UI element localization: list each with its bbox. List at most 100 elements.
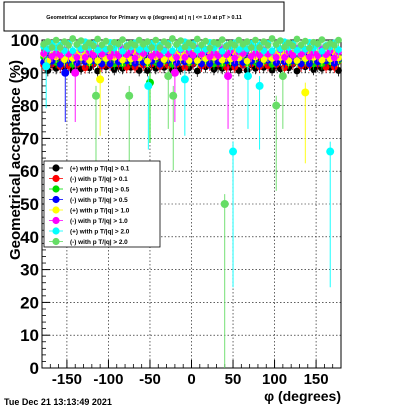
- data-point: [306, 53, 313, 61]
- legend-label: (+) with p T/|q| > 0.5: [70, 187, 130, 194]
- data-point: [218, 47, 226, 55]
- data-point: [125, 91, 134, 100]
- data-point: [164, 72, 173, 81]
- y-tick-label: 60: [20, 162, 39, 181]
- data-point: [156, 44, 164, 51]
- data-point: [180, 75, 189, 84]
- legend-marker: [52, 216, 60, 225]
- data-point: [94, 67, 102, 75]
- data-point: [177, 37, 185, 45]
- data-point: [189, 42, 197, 50]
- y-tick-label: 90: [20, 64, 39, 83]
- data-point: [193, 67, 201, 75]
- data-point: [318, 36, 326, 44]
- legend-label: (-) with p T/|q| > 0.1: [70, 176, 128, 183]
- data-point: [256, 51, 264, 59]
- data-point: [214, 52, 222, 60]
- data-point: [81, 43, 89, 51]
- data-point: [306, 60, 313, 68]
- data-point: [91, 91, 100, 100]
- data-point: [243, 72, 252, 81]
- data-point: [44, 38, 52, 46]
- data-point: [235, 36, 243, 44]
- data-point: [119, 36, 126, 44]
- data-point: [40, 50, 48, 58]
- data-point: [256, 44, 264, 51]
- data-point: [131, 41, 139, 49]
- data-point: [281, 43, 288, 51]
- data-point: [252, 36, 259, 44]
- data-point: [94, 46, 102, 54]
- data-point: [193, 57, 201, 64]
- data-point: [231, 54, 239, 62]
- legend-label: (-) with p T/|q| > 0.5: [70, 197, 128, 204]
- data-point: [56, 61, 64, 68]
- data-point: [90, 51, 97, 59]
- data-point: [326, 147, 335, 156]
- x-tick-label: 100: [262, 371, 287, 388]
- data-point: [293, 46, 301, 54]
- data-point: [52, 36, 60, 44]
- data-point: [243, 67, 251, 74]
- data-point: [96, 75, 105, 84]
- data-point: [214, 40, 222, 48]
- data-point: [152, 36, 160, 44]
- data-point: [256, 61, 264, 68]
- data-point: [193, 46, 201, 54]
- data-point: [115, 40, 122, 48]
- data-point: [168, 47, 176, 55]
- y-axis: 0 10 20 30 40 50 60 70 80 90 100: [11, 31, 50, 378]
- legend-label: (-) with p T/|q| > 1.0: [70, 218, 128, 225]
- data-point: [131, 54, 139, 62]
- x-tick-label: -150: [52, 371, 82, 388]
- data-point: [289, 51, 297, 59]
- data-point: [318, 56, 326, 64]
- data-point: [218, 36, 226, 44]
- legend-marker: [52, 164, 60, 172]
- data-point: [314, 52, 322, 60]
- data-point: [330, 41, 338, 49]
- data-point: [193, 35, 201, 43]
- data-point: [268, 47, 276, 55]
- data-point: [293, 67, 301, 75]
- legend-marker: [52, 227, 60, 235]
- data-point: [231, 41, 239, 49]
- data-point: [181, 53, 189, 61]
- data-point: [318, 47, 326, 55]
- data-point: [272, 101, 281, 110]
- x-tick-label: -100: [93, 371, 123, 388]
- data-point: [247, 44, 255, 51]
- data-point: [268, 35, 276, 42]
- y-tick-label: 20: [20, 293, 39, 312]
- timestamp: Tue Dec 21 13:13:49 2021: [4, 397, 112, 407]
- data-point: [48, 44, 56, 51]
- data-point: [168, 35, 176, 42]
- data-point: [42, 62, 51, 71]
- data-point: [306, 44, 313, 52]
- data-point: [106, 60, 114, 68]
- data-point: [56, 44, 64, 51]
- data-point: [189, 51, 197, 59]
- legend: (+) with p T/|q| > 0.1 (-) with p T/|q| >…: [43, 160, 161, 248]
- legend-label: (+) with p T/|q| > 0.1: [70, 166, 130, 173]
- data-point: [330, 54, 338, 62]
- data-point: [69, 35, 77, 42]
- legend-marker: [52, 237, 60, 246]
- data-point: [264, 41, 272, 49]
- x-tick-label: 150: [304, 371, 329, 388]
- data-point: [229, 147, 238, 156]
- data-point: [148, 44, 156, 51]
- chart-title: Geometrical acceptance for Primary vs φ …: [46, 15, 241, 21]
- x-axis-label: φ (degrees): [264, 388, 341, 404]
- data-point: [276, 37, 284, 45]
- data-point: [106, 44, 114, 52]
- y-tick-label: 40: [20, 228, 39, 247]
- y-tick-label: 100: [11, 31, 39, 50]
- legend-label: (-) with p T/|q| > 2.0: [70, 239, 128, 246]
- data-point: [69, 47, 77, 55]
- data-point: [106, 53, 114, 61]
- data-point: [206, 44, 214, 52]
- x-axis: -150 -100 -50 0 50 100 150: [49, 360, 334, 388]
- data-point: [144, 38, 151, 46]
